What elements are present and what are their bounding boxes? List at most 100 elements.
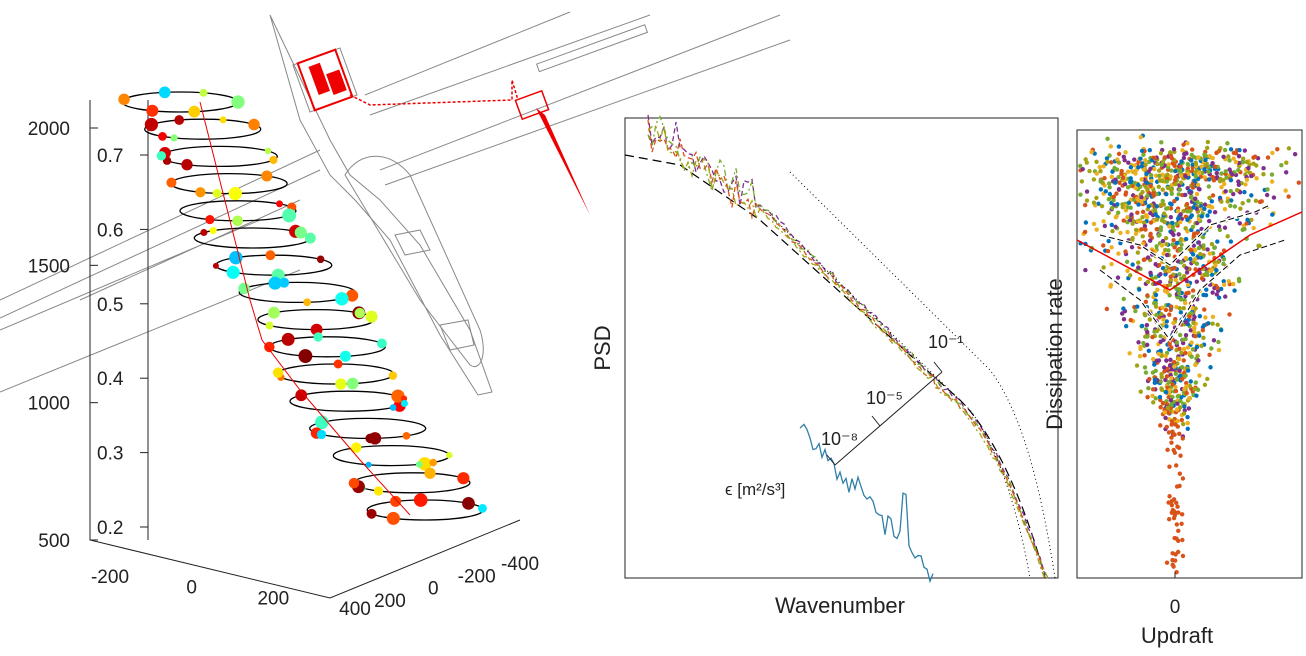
point (1135, 304, 1140, 309)
point (1191, 233, 1197, 239)
point (1112, 165, 1117, 171)
point (1101, 164, 1106, 169)
point (1106, 238, 1111, 244)
point (1172, 163, 1177, 168)
point (1140, 209, 1146, 215)
point (1244, 177, 1250, 183)
point (1119, 171, 1124, 177)
point (1108, 282, 1114, 288)
point (1133, 227, 1139, 233)
point (1168, 405, 1174, 411)
point (1178, 453, 1183, 458)
point (1169, 202, 1174, 207)
sample-dot (205, 214, 215, 225)
point (1188, 379, 1193, 384)
point (1094, 195, 1099, 201)
z-tick-label: 1000 (28, 394, 70, 415)
point (1183, 192, 1188, 198)
point (1172, 364, 1177, 369)
point (1218, 327, 1224, 333)
point (1171, 320, 1176, 326)
point (1188, 158, 1194, 163)
sample-dot (238, 282, 250, 295)
point (1204, 287, 1209, 292)
point (1116, 160, 1122, 165)
point (1209, 199, 1214, 204)
point (1129, 244, 1135, 250)
point (1212, 285, 1217, 291)
point (1177, 168, 1183, 173)
point (1210, 290, 1215, 295)
sample-dot (265, 321, 274, 330)
x-tick-label: 0 (186, 578, 197, 599)
point (1187, 351, 1192, 356)
point (1109, 205, 1115, 211)
point (1191, 205, 1196, 210)
point (1185, 140, 1190, 146)
point (1215, 285, 1220, 291)
point (1168, 277, 1174, 283)
point (1199, 164, 1204, 169)
point (1199, 343, 1204, 349)
point (1192, 314, 1197, 320)
point (1083, 220, 1089, 225)
point (1210, 314, 1216, 320)
point (1176, 291, 1182, 296)
sample-dot (282, 208, 297, 223)
point (1210, 321, 1215, 326)
point (1148, 210, 1153, 216)
point (1115, 275, 1121, 280)
point (1186, 406, 1192, 411)
point (1143, 162, 1148, 167)
point (1254, 163, 1259, 168)
point (1192, 256, 1198, 262)
scale-tick (871, 415, 881, 427)
point (1139, 148, 1145, 154)
quantile (1099, 204, 1286, 341)
model-fit (624, 154, 1046, 579)
point (1189, 152, 1195, 158)
point (1163, 353, 1168, 359)
point (1222, 147, 1228, 153)
point (1114, 191, 1119, 196)
point (1197, 373, 1202, 378)
point (1227, 158, 1232, 163)
sample-dot (424, 467, 436, 479)
point (1173, 388, 1179, 394)
point (1207, 251, 1213, 256)
x-tick-label: 400 (339, 599, 371, 620)
point (1164, 324, 1169, 329)
point (1202, 152, 1207, 157)
point (1120, 175, 1126, 180)
point (1159, 243, 1165, 248)
point (1242, 189, 1247, 195)
point (1221, 257, 1227, 262)
point (1184, 390, 1189, 396)
point (1172, 558, 1178, 563)
point (1204, 270, 1209, 275)
point (1145, 279, 1151, 285)
point (1158, 339, 1163, 345)
point (1190, 347, 1196, 352)
scale-tick (933, 361, 943, 373)
sample-dot (212, 262, 219, 269)
sample-dot (295, 389, 308, 402)
point (1172, 198, 1177, 204)
point (1170, 507, 1175, 513)
point (1094, 159, 1099, 165)
point (1174, 500, 1179, 506)
sample-dot (315, 415, 329, 430)
point (1158, 151, 1164, 156)
point (1204, 145, 1210, 151)
point (1157, 173, 1162, 179)
point (1228, 147, 1234, 152)
point (1177, 368, 1182, 373)
point (1237, 221, 1242, 226)
point (1089, 149, 1094, 155)
x-axis-label: Wavenumber (775, 593, 905, 618)
point (1121, 306, 1126, 311)
point (1132, 180, 1138, 186)
point (1094, 227, 1099, 232)
point (1109, 245, 1114, 250)
point (1269, 179, 1275, 184)
